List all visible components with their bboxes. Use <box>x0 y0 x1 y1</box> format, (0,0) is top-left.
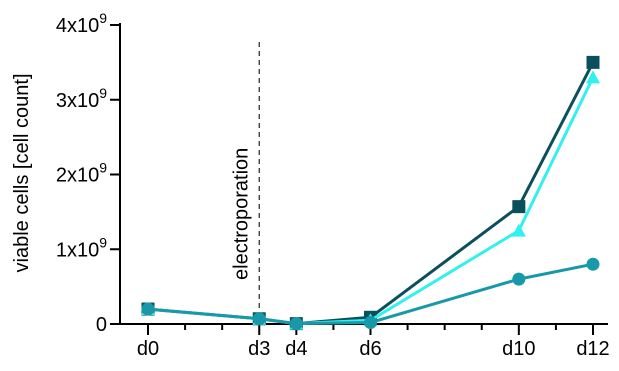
series-circle <box>141 257 600 331</box>
data-point <box>512 272 526 286</box>
x-tick-label: d12 <box>576 338 609 360</box>
electroporation-label: electroporation <box>230 148 252 280</box>
series-triangle <box>141 70 600 330</box>
data-point <box>252 312 266 326</box>
data-point <box>364 316 377 330</box>
annotation-group: electroporation <box>230 42 260 320</box>
x-tick-label: d3 <box>248 338 270 360</box>
y-tick-label: 2x109 <box>56 160 107 187</box>
data-point <box>586 257 600 271</box>
x-tick-label: d6 <box>359 338 381 360</box>
data-point <box>512 200 526 214</box>
x-tick-label: d10 <box>502 338 535 360</box>
y-tick-label: 0 <box>96 314 107 336</box>
series-line <box>147 262 594 326</box>
data-point <box>586 70 600 84</box>
data-point <box>586 55 600 69</box>
y-tick-label: 3x109 <box>56 85 107 112</box>
y-tick-label: 1x109 <box>56 234 107 261</box>
series-line <box>147 76 595 326</box>
data-point <box>141 302 155 316</box>
x-tick-label: d4 <box>285 338 307 360</box>
series-square <box>141 55 600 331</box>
data-point <box>511 223 526 237</box>
y-axis-title: viable cells [cell count] <box>11 74 33 273</box>
data-point <box>289 317 303 331</box>
x-tick-label: d0 <box>137 338 159 360</box>
axes: 0 1x109 2x109 3x109 4x109 d0 d3 d4 d6 d10 d12 <box>56 10 610 360</box>
series-group <box>141 55 600 331</box>
y-tick-label: 4x109 <box>56 10 107 37</box>
y-axis-title-group: viable cells [cell count] <box>11 74 33 273</box>
series-line <box>147 61 595 326</box>
